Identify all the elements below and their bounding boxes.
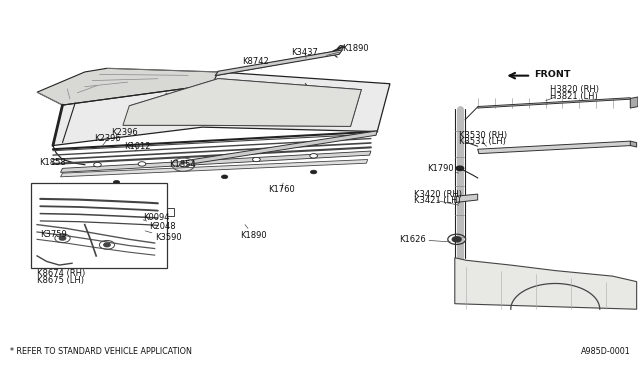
Circle shape [452, 237, 461, 242]
Circle shape [310, 154, 317, 158]
Text: K3759: K3759 [40, 230, 67, 239]
Text: K2396: K2396 [94, 134, 121, 145]
Text: K8674 (RH): K8674 (RH) [37, 269, 85, 278]
Polygon shape [61, 160, 368, 177]
Text: K2396: K2396 [111, 128, 138, 141]
Circle shape [93, 163, 101, 167]
Text: K1858: K1858 [39, 158, 66, 167]
Text: K1890: K1890 [241, 225, 267, 240]
Circle shape [253, 157, 260, 162]
Text: K1890: K1890 [326, 44, 369, 55]
Text: K3420 (RH): K3420 (RH) [414, 190, 462, 202]
Polygon shape [477, 98, 630, 108]
Text: K3530 (RH): K3530 (RH) [459, 131, 507, 142]
Polygon shape [123, 78, 362, 126]
Polygon shape [61, 151, 371, 172]
Text: K0094: K0094 [141, 210, 170, 222]
Text: H3820 (RH): H3820 (RH) [546, 85, 599, 101]
Polygon shape [630, 97, 638, 108]
Text: FRONT: FRONT [534, 70, 570, 79]
Text: K1790: K1790 [427, 164, 459, 173]
Text: A985D-0001: A985D-0001 [580, 347, 630, 356]
Text: K3421 (LH): K3421 (LH) [414, 196, 461, 205]
Polygon shape [53, 72, 390, 145]
Polygon shape [630, 141, 637, 147]
Text: K8675 (LH): K8675 (LH) [37, 276, 84, 285]
Circle shape [221, 175, 228, 179]
Circle shape [179, 163, 187, 167]
Circle shape [310, 170, 317, 174]
Polygon shape [477, 141, 632, 154]
Circle shape [138, 162, 146, 166]
Polygon shape [215, 50, 342, 76]
Text: K3590: K3590 [145, 231, 181, 242]
Circle shape [60, 236, 66, 240]
Polygon shape [455, 258, 637, 309]
Text: K2048: K2048 [143, 220, 176, 231]
Text: H3821 (LH): H3821 (LH) [546, 93, 598, 104]
Text: K1760: K1760 [268, 183, 294, 194]
Circle shape [113, 180, 120, 184]
Text: K1012: K1012 [124, 142, 150, 151]
Text: K3531 (LH): K3531 (LH) [459, 137, 506, 146]
Polygon shape [37, 68, 218, 105]
Text: K8742: K8742 [243, 57, 269, 69]
Polygon shape [455, 194, 477, 202]
Bar [31, 183, 168, 268]
Circle shape [456, 166, 464, 170]
Text: * REFER TO STANDARD VEHICLE APPLICATION: * REFER TO STANDARD VEHICLE APPLICATION [10, 347, 191, 356]
Polygon shape [182, 131, 377, 166]
Text: K1854: K1854 [169, 160, 195, 169]
Circle shape [104, 243, 110, 247]
Text: K1626: K1626 [399, 235, 451, 244]
Text: K3437: K3437 [291, 48, 318, 58]
